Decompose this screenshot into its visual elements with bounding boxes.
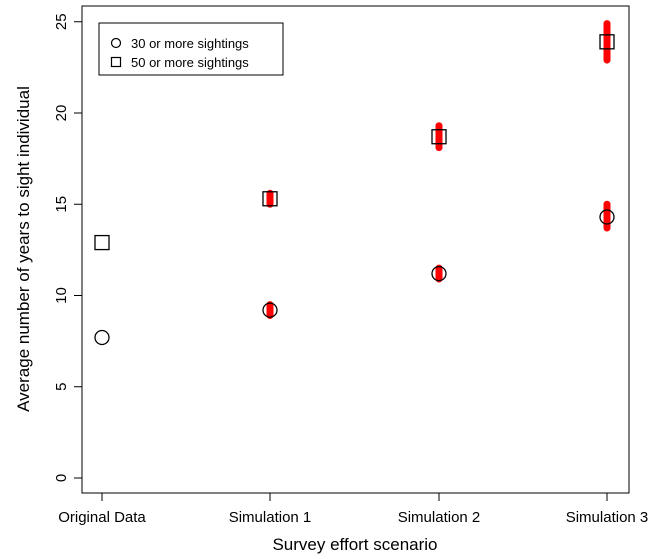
x-tick-label: Simulation 3 <box>566 509 649 526</box>
y-axis: 0 5 10 15 20 25 <box>53 13 83 482</box>
circle-point <box>599 209 615 225</box>
circle-point <box>94 329 110 346</box>
square-point <box>431 129 447 145</box>
y-axis-title: Average number of years to sight individ… <box>14 86 33 412</box>
circle-point <box>431 265 447 282</box>
simulation-ranges <box>266 20 611 320</box>
plot-frame <box>81 5 630 494</box>
legend: 30 or more sightings 50 or more sighting… <box>98 22 284 76</box>
x-tick-label: Simulation 1 <box>229 509 312 526</box>
y-tick-label: 10 <box>53 287 70 304</box>
legend-label-circle: 30 or more sightings <box>131 36 249 51</box>
x-tick-label: Original Data <box>58 509 146 526</box>
y-tick-label: 0 <box>53 474 70 482</box>
legend-circle-icon <box>110 37 122 49</box>
x-tick-label: Simulation 2 <box>398 509 481 526</box>
y-tick-label: 15 <box>53 196 70 213</box>
x-axis: Original Data Simulation 1 Simulation 2 Sim… <box>58 492 649 526</box>
legend-box <box>98 22 284 76</box>
x-axis-title: Survey effort scenario <box>272 535 437 554</box>
data-points <box>94 34 615 346</box>
square-point <box>262 191 278 207</box>
square-point <box>599 34 615 50</box>
circle-point <box>262 302 278 318</box>
legend-label-square: 50 or more sightings <box>131 55 249 70</box>
legend-square-icon <box>110 56 122 68</box>
y-tick-label: 20 <box>53 105 70 122</box>
y-tick-label: 25 <box>53 13 70 30</box>
y-tick-label: 5 <box>53 383 70 391</box>
square-point <box>94 234 110 251</box>
